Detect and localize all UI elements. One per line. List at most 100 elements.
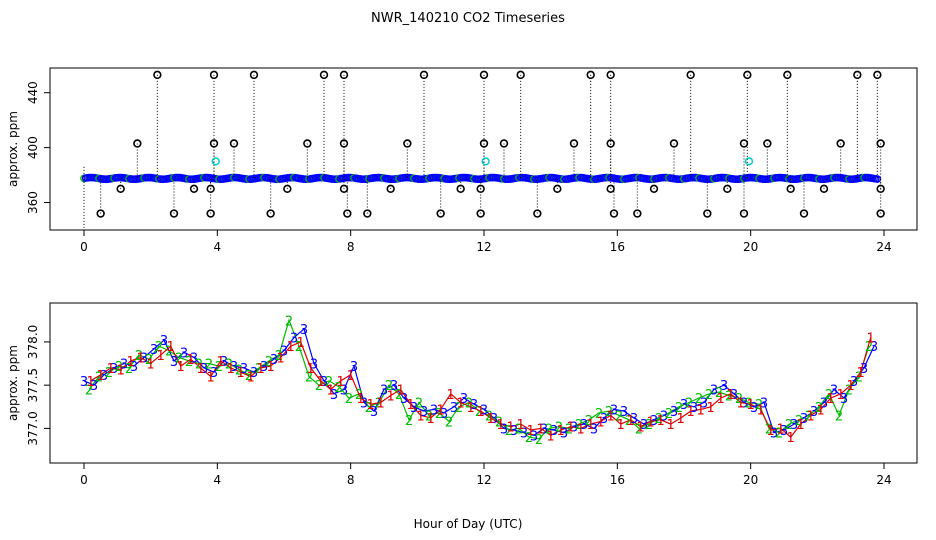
series-1-marker: 1 bbox=[547, 429, 555, 444]
series-1-marker: 1 bbox=[97, 369, 105, 384]
series-2-marker: 2 bbox=[565, 422, 573, 437]
series-1-marker: 1 bbox=[797, 418, 805, 433]
series-1-marker: 1 bbox=[387, 390, 395, 405]
flagged-point bbox=[703, 209, 712, 218]
flagged-point bbox=[169, 209, 179, 218]
series-2-marker: 2 bbox=[815, 401, 823, 416]
series-1-marker: 1 bbox=[477, 405, 485, 420]
series-2-marker: 2 bbox=[165, 345, 173, 360]
series-3-marker: 3 bbox=[80, 375, 88, 390]
bottom-y-tick-label: 377.0 bbox=[26, 411, 40, 445]
x-axis-label: Hour of Day (UTC) bbox=[414, 517, 523, 531]
series-3-marker: 3 bbox=[680, 398, 688, 413]
series-2-marker: 2 bbox=[675, 401, 683, 416]
series-1-marker: 1 bbox=[437, 403, 445, 418]
flagged-point bbox=[739, 209, 749, 218]
series-1-marker: 1 bbox=[107, 362, 115, 377]
flagged-point bbox=[116, 184, 125, 194]
flagged-point bbox=[873, 70, 882, 80]
series-1-marker: 1 bbox=[807, 409, 815, 424]
flagged-point bbox=[403, 139, 412, 148]
flagged-point bbox=[669, 139, 679, 148]
flagged-point bbox=[339, 184, 349, 194]
top-x-tick-label: 24 bbox=[876, 240, 891, 254]
series-2-marker: 2 bbox=[595, 407, 603, 422]
flagged-point bbox=[363, 209, 372, 218]
series-3-marker: 3 bbox=[120, 358, 128, 373]
series-2-marker: 2 bbox=[555, 421, 563, 436]
flagged-point bbox=[266, 209, 275, 218]
top-y-tick-label: 400 bbox=[26, 136, 40, 159]
series-3-marker: 3 bbox=[380, 383, 388, 398]
series-3-marker: 3 bbox=[490, 412, 498, 427]
series-2-marker: 2 bbox=[785, 418, 793, 433]
series-1-marker: 1 bbox=[767, 424, 775, 439]
series-2-marker: 2 bbox=[575, 418, 583, 433]
series-3-marker: 3 bbox=[770, 427, 778, 442]
series-2-marker: 2 bbox=[525, 431, 533, 446]
series-1-marker: 1 bbox=[847, 379, 855, 394]
series-3-marker: 3 bbox=[220, 355, 228, 370]
series-3-marker: 3 bbox=[460, 392, 468, 407]
series-2-marker: 2 bbox=[855, 371, 863, 386]
series-1-marker: 1 bbox=[407, 398, 415, 413]
top-y-tick-label: 360 bbox=[26, 191, 40, 214]
flagged-point bbox=[836, 139, 845, 148]
flagged-point bbox=[606, 139, 615, 148]
series-2-marker: 2 bbox=[605, 405, 613, 420]
flagged-point bbox=[649, 184, 659, 194]
series-2-marker: 2 bbox=[325, 375, 333, 390]
series-1-marker: 1 bbox=[637, 421, 645, 436]
series-3-marker: 3 bbox=[740, 396, 748, 411]
series-3-marker: 3 bbox=[300, 323, 308, 338]
series-3-marker: 3 bbox=[670, 405, 678, 420]
top-axes: 0 4 8 12 16 20 24 360 400 440 bbox=[26, 81, 892, 254]
series-1-marker: 1 bbox=[507, 421, 515, 436]
series-3-marker: 3 bbox=[640, 418, 648, 433]
series-2-marker: 2 bbox=[585, 414, 593, 429]
top-panel: approx. ppm 0 4 8 12 16 20 24 360 400 440 bbox=[6, 67, 918, 254]
series-3-marker: 3 bbox=[200, 362, 208, 377]
series-1-marker: 1 bbox=[127, 355, 135, 370]
series-1-marker: 1 bbox=[727, 388, 735, 403]
series-3-marker: 3 bbox=[310, 358, 318, 373]
series-1-marker: 1 bbox=[247, 371, 255, 386]
series-1-marker: 1 bbox=[417, 409, 425, 424]
series-2-marker: 2 bbox=[615, 409, 623, 424]
flagged-point bbox=[319, 70, 329, 80]
series-2-marker: 2 bbox=[725, 390, 733, 405]
series-3-marker: 3 bbox=[730, 388, 738, 403]
flagged-point bbox=[283, 184, 292, 194]
series-2-marker: 2 bbox=[655, 412, 663, 427]
series-1-marker: 1 bbox=[287, 340, 295, 355]
top-x-tick-label: 12 bbox=[476, 240, 491, 254]
series-2-marker: 2 bbox=[845, 383, 853, 398]
series-1-marker: 1 bbox=[87, 375, 95, 390]
top-x-tick-label: 16 bbox=[610, 240, 625, 254]
bottom-y-tick-label: 378.0 bbox=[26, 325, 40, 359]
figure-title: NWR_140210 CO2 Timeseries bbox=[371, 11, 565, 26]
series-2-marker: 2 bbox=[245, 369, 253, 384]
series-2-marker: 2 bbox=[175, 351, 183, 366]
flagged-point bbox=[343, 209, 352, 218]
series-3-marker: 3 bbox=[350, 360, 358, 375]
top-data-marks bbox=[80, 70, 885, 230]
series-1-marker: 1 bbox=[347, 369, 355, 384]
series-1-marker: 1 bbox=[137, 351, 145, 366]
series-3-marker: 3 bbox=[540, 422, 548, 437]
series-3-marker: 3 bbox=[240, 362, 248, 377]
flagged-point bbox=[96, 209, 105, 218]
series-1-line bbox=[90, 337, 872, 438]
flagged-point bbox=[723, 184, 732, 194]
series-1-marker: 1 bbox=[527, 424, 535, 439]
series-3-marker: 3 bbox=[620, 405, 628, 420]
series-1-marker: 1 bbox=[567, 421, 575, 436]
series-1-marker: 1 bbox=[557, 424, 565, 439]
series-2-marker: 2 bbox=[365, 401, 373, 416]
series-2-marker: 2 bbox=[445, 415, 453, 430]
series-3-marker: 3 bbox=[820, 396, 828, 411]
series-2-marker: 2 bbox=[125, 362, 133, 377]
series-1-marker: 1 bbox=[607, 409, 615, 424]
series-3-marker: 3 bbox=[650, 414, 658, 429]
